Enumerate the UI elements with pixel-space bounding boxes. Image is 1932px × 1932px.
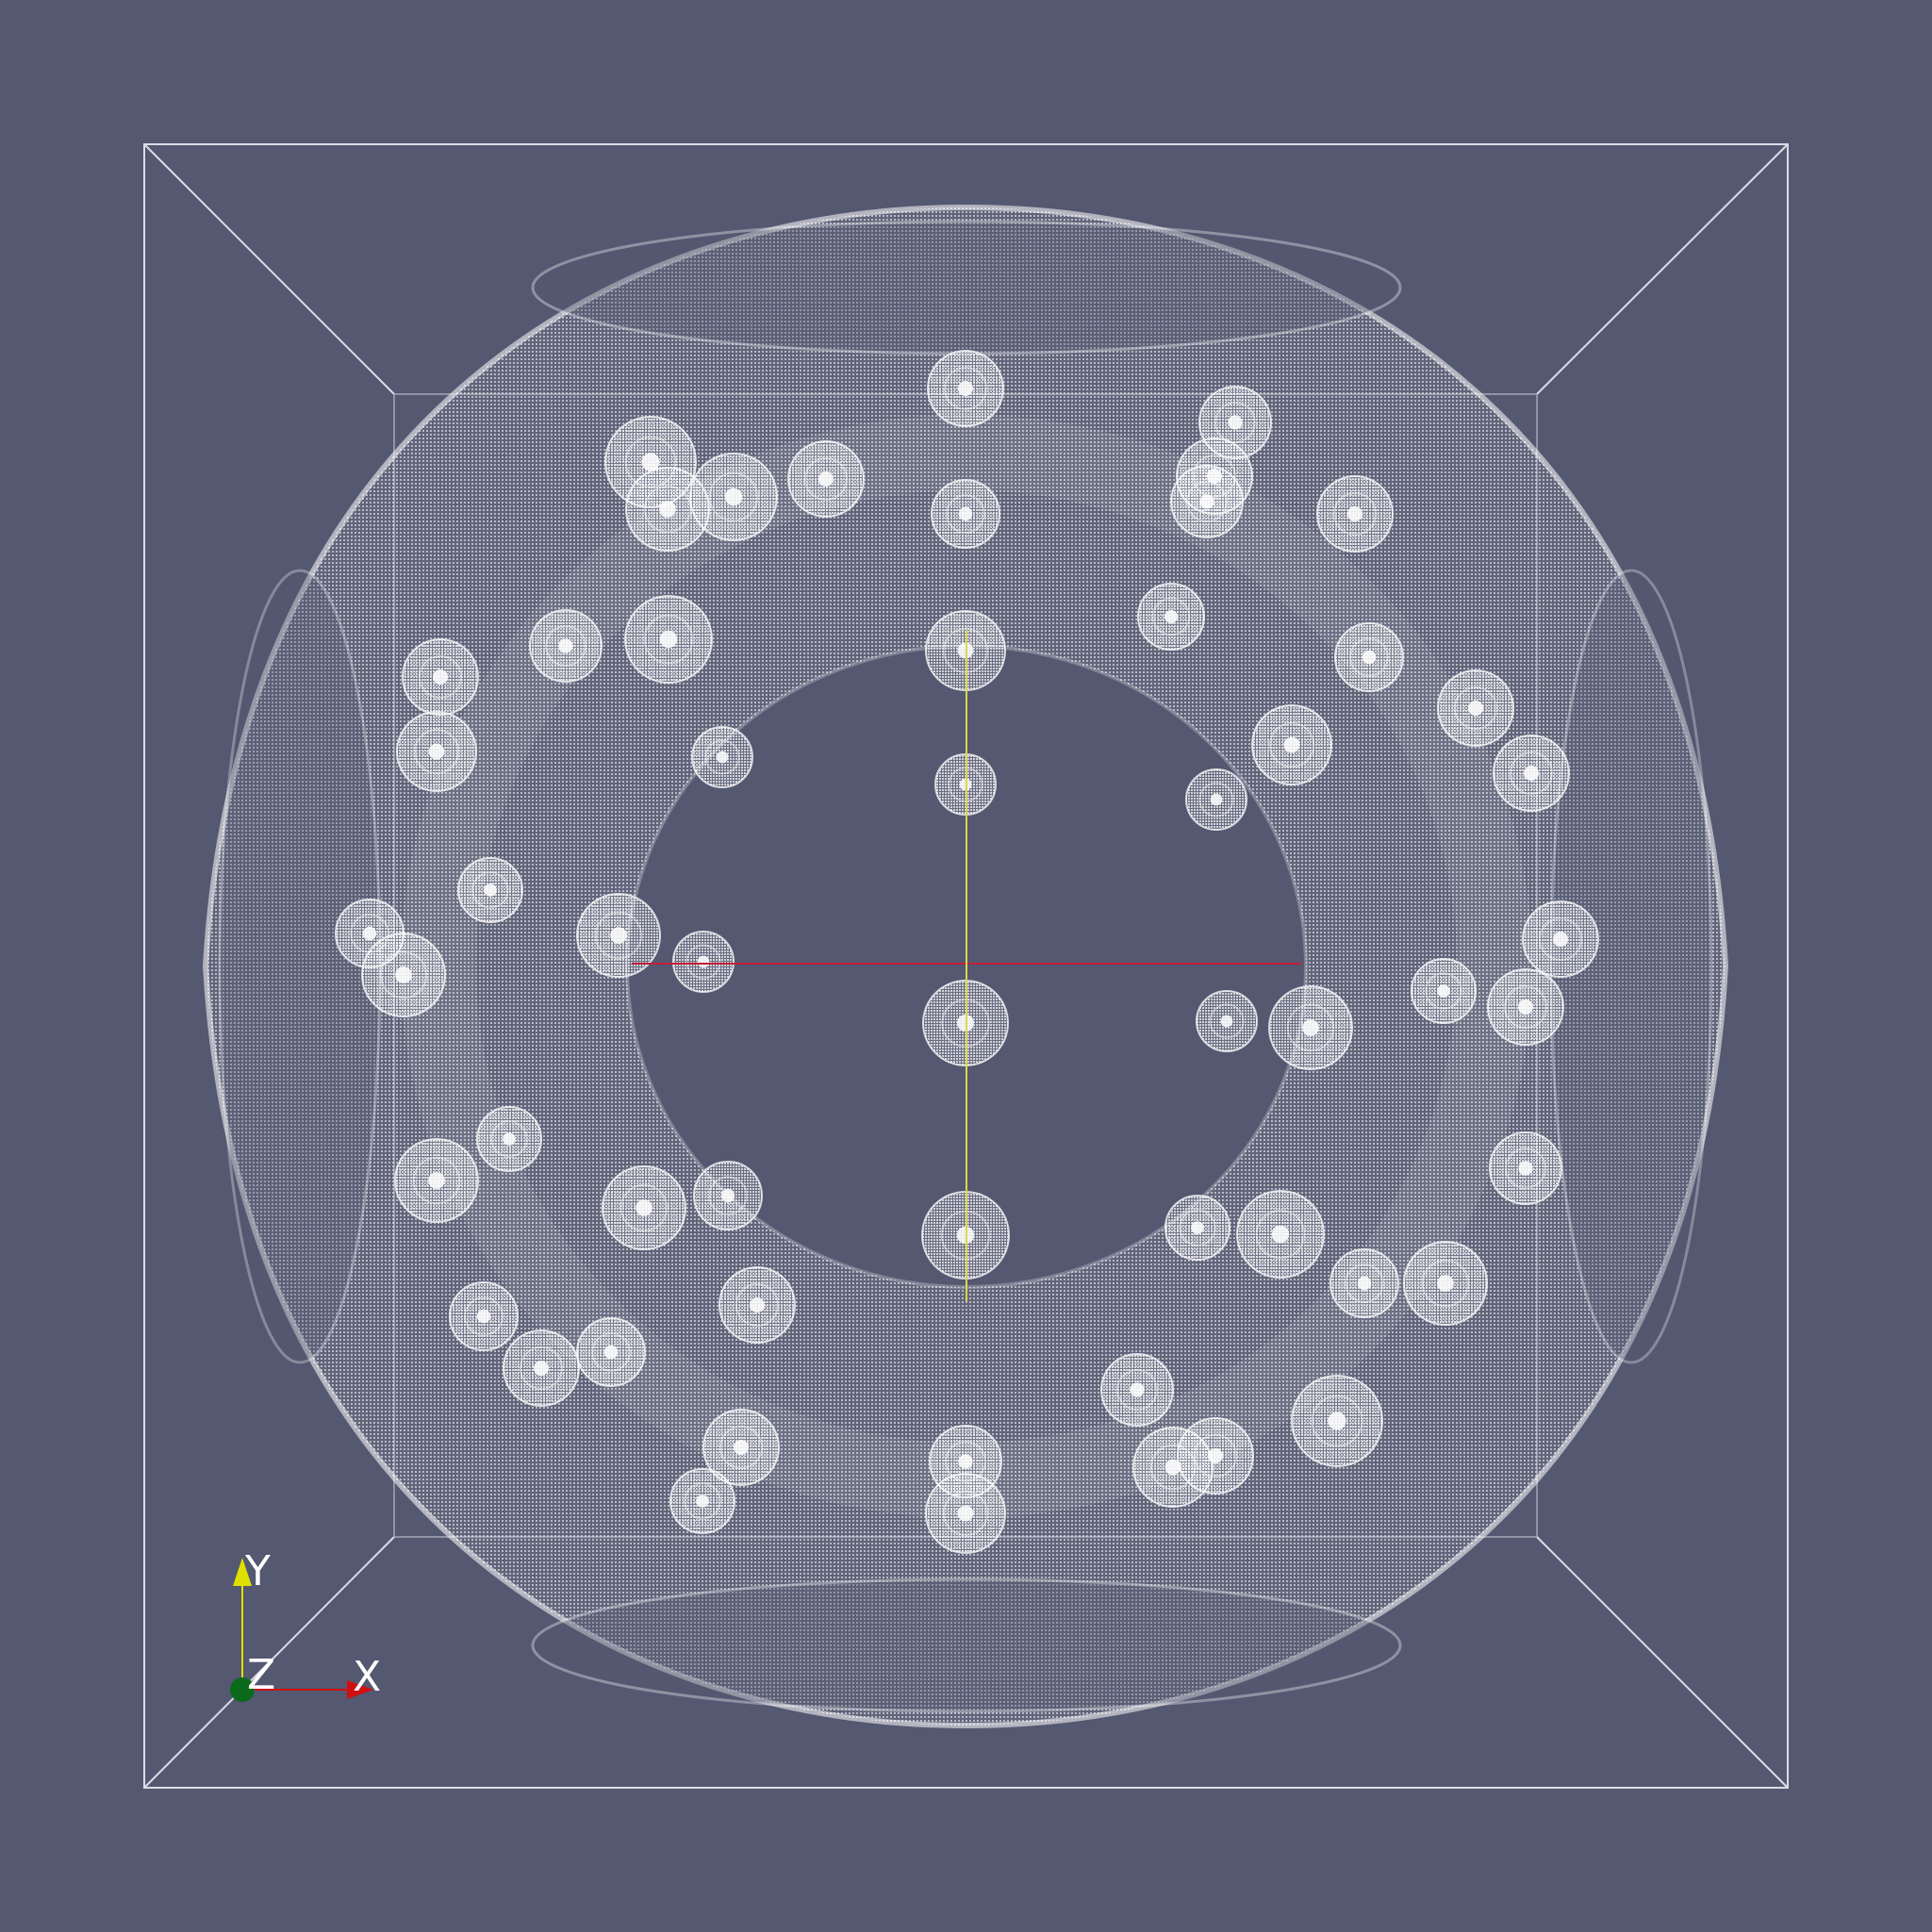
sphere <box>576 893 661 978</box>
sphere <box>669 1468 735 1534</box>
sphere <box>718 1266 796 1344</box>
sphere <box>927 350 1004 427</box>
sphere <box>449 1281 519 1351</box>
sphere <box>1334 622 1404 692</box>
sphere <box>624 595 713 684</box>
sphere <box>1291 1375 1383 1467</box>
sphere <box>1236 1190 1325 1279</box>
sphere <box>931 479 1000 549</box>
sphere <box>1316 475 1394 553</box>
sphere <box>1177 1417 1254 1494</box>
y-axis-arrow-icon <box>233 1558 252 1586</box>
sphere <box>361 933 446 1017</box>
sphere <box>1329 1248 1399 1318</box>
sphere <box>1487 968 1564 1046</box>
sphere <box>576 1317 646 1387</box>
z-axis-dot-icon <box>230 1677 255 1702</box>
sphere <box>394 1138 479 1223</box>
sphere <box>602 1165 686 1250</box>
sphere <box>1185 768 1247 831</box>
sphere <box>396 711 477 792</box>
sphere <box>1164 1195 1230 1261</box>
sphere <box>1137 583 1205 651</box>
sphere <box>691 726 753 788</box>
sphere <box>925 1473 1006 1554</box>
sphere <box>457 857 523 923</box>
x-axis-arrow-icon <box>347 1680 373 1699</box>
sphere <box>625 467 710 552</box>
sphere <box>787 440 865 518</box>
sphere <box>672 931 735 993</box>
sphere <box>503 1329 580 1407</box>
sphere <box>693 1161 763 1230</box>
sphere <box>689 453 778 541</box>
y-axis-label: Y <box>245 1547 271 1595</box>
sphere <box>476 1106 542 1172</box>
sphere <box>1437 669 1514 747</box>
sphere <box>1489 1131 1562 1205</box>
sphere <box>1100 1353 1174 1427</box>
x-axis-label: X <box>353 1653 382 1701</box>
sphere <box>1522 900 1599 978</box>
sphere <box>1196 990 1258 1052</box>
sphere <box>1493 735 1570 812</box>
center-axes <box>632 630 1301 1301</box>
z-axis-label: Z <box>247 1651 276 1699</box>
sphere <box>1170 465 1244 538</box>
sphere <box>702 1409 780 1486</box>
sphere <box>1268 985 1353 1070</box>
embedded-spheres <box>335 350 1599 1554</box>
sphere <box>1403 1241 1488 1326</box>
sphere <box>1411 958 1477 1024</box>
sphere <box>529 609 603 683</box>
orientation-axes-widget <box>230 1558 373 1702</box>
sphere <box>402 638 479 716</box>
sphere <box>1251 704 1332 785</box>
